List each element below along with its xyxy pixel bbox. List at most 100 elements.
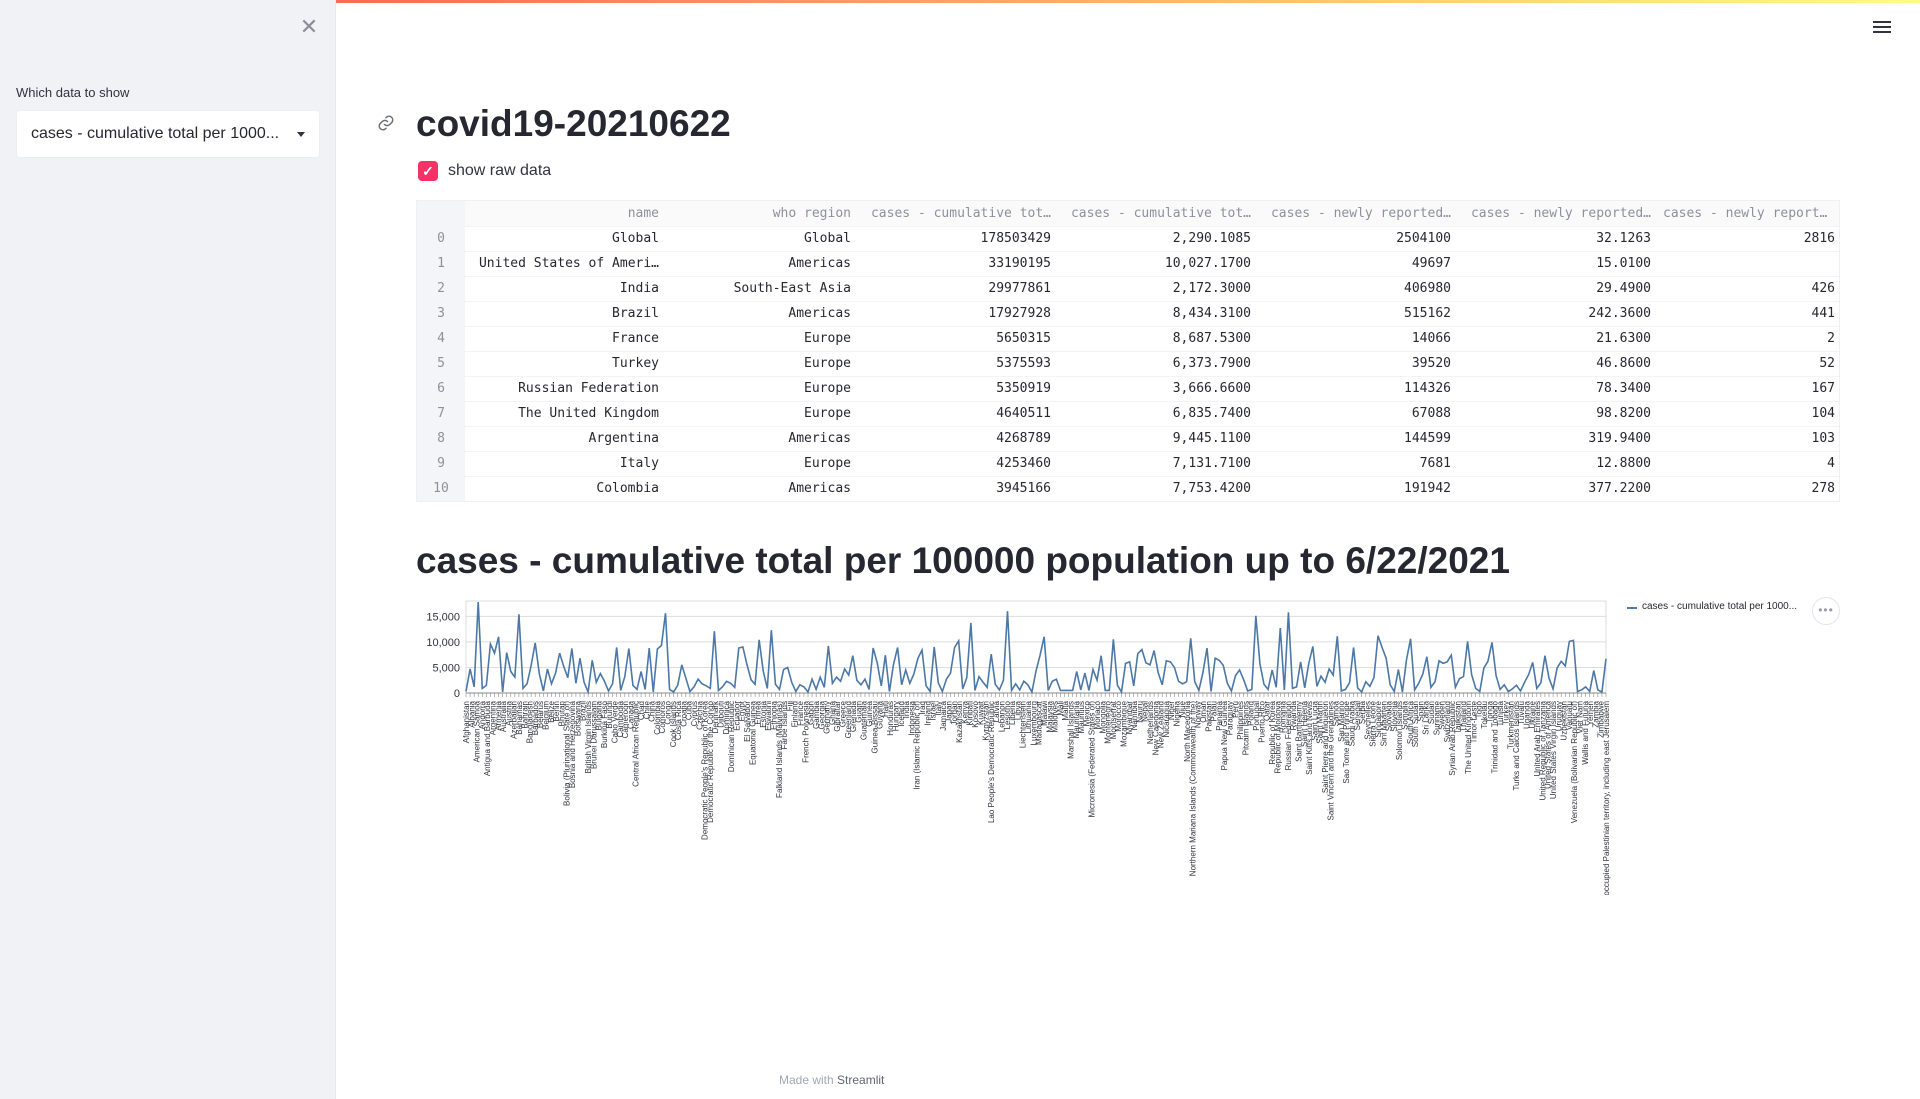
table-cell[interactable]: France	[465, 326, 665, 352]
column-header[interactable]: name	[465, 201, 665, 227]
table-cell[interactable]: 406980	[1257, 276, 1457, 302]
table-cell[interactable]: 104	[1657, 401, 1839, 427]
column-header[interactable]: cases - newly reported…	[1457, 201, 1657, 227]
table-cell[interactable]: United States of Ameri…	[465, 251, 665, 277]
table-cell[interactable]: 278	[1657, 476, 1839, 501]
chart-actions-menu-icon[interactable]: •••	[1812, 597, 1840, 625]
table-cell[interactable]: 7681	[1257, 451, 1457, 477]
table-cell[interactable]: 9,445.1100	[1057, 426, 1257, 452]
table-cell[interactable]: 319.9400	[1457, 426, 1657, 452]
table-cell[interactable]: 14066	[1257, 326, 1457, 352]
table-row[interactable]: 8 Argentina Americas 4268789 9,445.1100 14459…	[417, 426, 1839, 452]
table-cell[interactable]: 78.3400	[1457, 376, 1657, 402]
table-cell[interactable]: 2,172.3000	[1057, 276, 1257, 302]
table-row[interactable]: 2 India South-East Asia 29977861 2,172.3000 4…	[417, 276, 1839, 302]
checkmark-icon[interactable]: ✓	[418, 161, 438, 181]
table-cell[interactable]: 103	[1657, 426, 1839, 452]
table-cell[interactable]: Americas	[665, 476, 857, 501]
table-cell[interactable]: The United Kingdom	[465, 401, 665, 427]
table-cell[interactable]: Colombia	[465, 476, 665, 501]
table-cell[interactable]: 52	[1657, 351, 1839, 377]
table-cell[interactable]: 29.4900	[1457, 276, 1657, 302]
table-row[interactable]: 9 Italy Europe 4253460 7,131.7100 7681 12.8800…	[417, 451, 1839, 477]
table-cell[interactable]: 242.3600	[1457, 301, 1657, 327]
table-cell[interactable]: 2504100	[1257, 226, 1457, 252]
table-cell[interactable]: 21.6300	[1457, 326, 1657, 352]
table-cell[interactable]: 4268789	[857, 426, 1057, 452]
table-cell[interactable]: 178503429	[857, 226, 1057, 252]
table-cell[interactable]: Russian Federation	[465, 376, 665, 402]
table-row[interactable]: 0 Global Global 178503429 2,290.1085 2504100 3…	[417, 226, 1839, 252]
column-header[interactable]: who region	[665, 201, 857, 227]
column-header[interactable]: cases - cumulative tot…	[857, 201, 1057, 227]
table-cell[interactable]: Argentina	[465, 426, 665, 452]
table-cell[interactable]: Global	[465, 226, 665, 252]
table-cell[interactable]: 4253460	[857, 451, 1057, 477]
table-cell[interactable]: Europe	[665, 326, 857, 352]
table-row[interactable]: 6 Russian Federation Europe 5350919 3,666.66…	[417, 376, 1839, 402]
table-cell[interactable]: Americas	[665, 251, 857, 277]
link-icon[interactable]	[377, 114, 395, 132]
raw-data-table[interactable]: name who region cases - cumulative tot… …	[416, 200, 1840, 502]
table-cell[interactable]: 67088	[1257, 401, 1457, 427]
table-row[interactable]: 5 Turkey Europe 5375593 6,373.7900 39520 46.86…	[417, 351, 1839, 377]
table-cell[interactable]: 10,027.1700	[1057, 251, 1257, 277]
table-cell[interactable]: 5650315	[857, 326, 1057, 352]
table-cell[interactable]: 5350919	[857, 376, 1057, 402]
table-cell[interactable]: 114326	[1257, 376, 1457, 402]
table-cell[interactable]: Brazil	[465, 301, 665, 327]
table-cell[interactable]	[1657, 251, 1839, 277]
table-cell[interactable]: 426	[1657, 276, 1839, 302]
table-cell[interactable]: 2816	[1657, 226, 1839, 252]
table-cell[interactable]: 33190195	[857, 251, 1057, 277]
table-cell[interactable]: 15.0100	[1457, 251, 1657, 277]
table-cell[interactable]: India	[465, 276, 665, 302]
table-cell[interactable]: 12.8800	[1457, 451, 1657, 477]
hamburger-menu-icon[interactable]	[1873, 18, 1891, 36]
table-cell[interactable]: 144599	[1257, 426, 1457, 452]
column-header[interactable]: cases - newly reported…	[1657, 201, 1839, 227]
table-cell[interactable]: Americas	[665, 301, 857, 327]
table-cell[interactable]: 3,666.6600	[1057, 376, 1257, 402]
table-row[interactable]: 7 The United Kingdom Europe 4640511 6,835.74…	[417, 401, 1839, 427]
table-row[interactable]: 4 France Europe 5650315 8,687.5300 14066 21.63…	[417, 326, 1839, 352]
table-row[interactable]: 3 Brazil Americas 17927928 8,434.3100 515162 2…	[417, 301, 1839, 327]
close-sidebar-icon[interactable]: ✕	[299, 14, 319, 39]
table-cell[interactable]: 8,434.3100	[1057, 301, 1257, 327]
table-cell[interactable]: Europe	[665, 351, 857, 377]
table-cell[interactable]: Europe	[665, 451, 857, 477]
table-row[interactable]: 10 Colombia Americas 3945166 7,753.4200 19194…	[417, 476, 1839, 501]
table-cell[interactable]: Global	[665, 226, 857, 252]
streamlit-link[interactable]: Streamlit	[837, 1073, 885, 1087]
table-cell[interactable]: Americas	[665, 426, 857, 452]
table-cell[interactable]: 29977861	[857, 276, 1057, 302]
table-cell[interactable]: 6,835.7400	[1057, 401, 1257, 427]
table-cell[interactable]: 5375593	[857, 351, 1057, 377]
table-cell[interactable]: 17927928	[857, 301, 1057, 327]
table-cell[interactable]: Europe	[665, 401, 857, 427]
table-cell[interactable]: 7,753.4200	[1057, 476, 1257, 501]
column-header[interactable]: cases - newly reported…	[1257, 201, 1457, 227]
table-cell[interactable]: South-East Asia	[665, 276, 857, 302]
table-row[interactable]: 1 United States of Ameri… Americas 33190195…	[417, 251, 1839, 277]
table-cell[interactable]: 377.2200	[1457, 476, 1657, 501]
table-cell[interactable]: 39520	[1257, 351, 1457, 377]
data-select[interactable]: cases - cumulative total per 1000...	[16, 110, 320, 158]
table-cell[interactable]: 7,131.7100	[1057, 451, 1257, 477]
table-cell[interactable]: 515162	[1257, 301, 1457, 327]
table-cell[interactable]: 4	[1657, 451, 1839, 477]
table-cell[interactable]: 8,687.5300	[1057, 326, 1257, 352]
table-cell[interactable]: 32.1263	[1457, 226, 1657, 252]
table-cell[interactable]: 4640511	[857, 401, 1057, 427]
table-cell[interactable]: 2,290.1085	[1057, 226, 1257, 252]
table-cell[interactable]: 441	[1657, 301, 1839, 327]
table-cell[interactable]: 2	[1657, 326, 1839, 352]
table-cell[interactable]: 49697	[1257, 251, 1457, 277]
table-cell[interactable]: 6,373.7900	[1057, 351, 1257, 377]
table-cell[interactable]: 191942	[1257, 476, 1457, 501]
table-cell[interactable]: Italy	[465, 451, 665, 477]
table-cell[interactable]: Turkey	[465, 351, 665, 377]
table-cell[interactable]: 98.8200	[1457, 401, 1657, 427]
table-cell[interactable]: 46.8600	[1457, 351, 1657, 377]
column-header[interactable]: cases - cumulative tot…	[1057, 201, 1257, 227]
